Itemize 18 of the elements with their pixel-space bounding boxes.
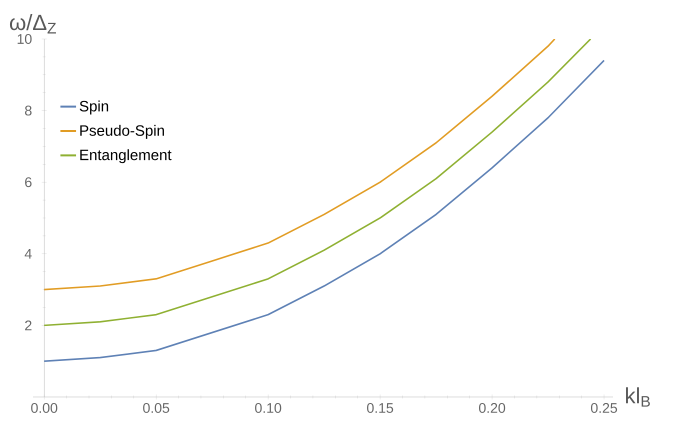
legend-label: Entanglement <box>80 149 172 164</box>
legend-label: Spin <box>80 100 108 114</box>
y-tick-label: 6 <box>25 177 32 188</box>
line-series <box>43 38 556 290</box>
x-tick-label: 0.15 <box>367 403 394 413</box>
x-tick-label: 0.00 <box>31 403 58 413</box>
legend-label: Pseudo-Spin <box>80 124 164 139</box>
x-axis-title: kl$_{B}$ <box>626 387 650 407</box>
line-series <box>43 38 592 326</box>
x-tick-label: 0.05 <box>143 403 170 413</box>
y-tick-label: 10 <box>18 34 32 44</box>
y-tick-label: 4 <box>24 248 32 259</box>
x-tick-label: 0.10 <box>255 403 282 413</box>
y-tick-label: 2 <box>25 320 32 330</box>
y-tick-label: 8 <box>25 106 32 116</box>
x-tick-label: 0.25 <box>590 403 618 413</box>
y-axis-title: ω/Δ$_{Z}$ <box>10 14 56 34</box>
x-tick-label: 0.20 <box>479 403 506 413</box>
